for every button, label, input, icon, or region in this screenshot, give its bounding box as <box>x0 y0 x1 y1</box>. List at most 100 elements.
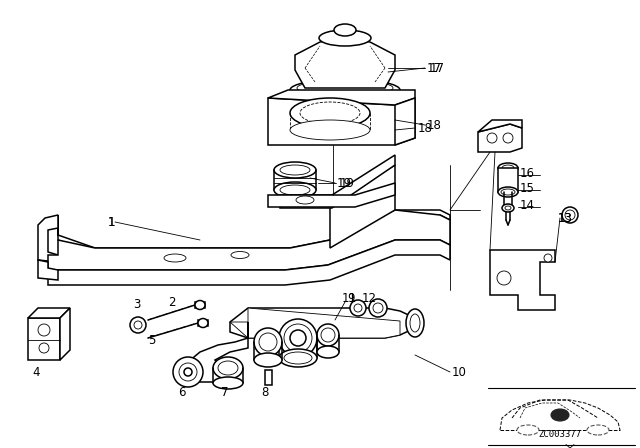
Ellipse shape <box>254 328 282 356</box>
Ellipse shape <box>213 377 243 389</box>
Ellipse shape <box>254 353 282 367</box>
Ellipse shape <box>565 210 575 220</box>
Text: 19: 19 <box>337 177 352 190</box>
Polygon shape <box>478 124 522 152</box>
Text: 17: 17 <box>427 61 442 74</box>
Text: 18: 18 <box>427 119 442 132</box>
Polygon shape <box>48 210 450 270</box>
Ellipse shape <box>317 346 339 358</box>
Ellipse shape <box>406 309 424 337</box>
Text: 6: 6 <box>179 385 186 399</box>
Ellipse shape <box>284 324 312 352</box>
Ellipse shape <box>502 165 514 171</box>
Text: 7: 7 <box>221 385 228 399</box>
Text: 3: 3 <box>133 298 140 311</box>
Ellipse shape <box>562 207 578 223</box>
Ellipse shape <box>498 163 518 173</box>
Polygon shape <box>230 308 400 338</box>
Polygon shape <box>395 98 415 145</box>
Ellipse shape <box>290 98 370 128</box>
Text: 19: 19 <box>340 177 355 190</box>
Text: 13: 13 <box>558 211 573 224</box>
Polygon shape <box>28 308 70 318</box>
Ellipse shape <box>213 357 243 379</box>
Ellipse shape <box>587 425 609 435</box>
Polygon shape <box>268 90 415 105</box>
Ellipse shape <box>130 317 146 333</box>
Ellipse shape <box>317 324 339 346</box>
Ellipse shape <box>373 303 383 313</box>
Ellipse shape <box>498 187 518 197</box>
Ellipse shape <box>501 189 515 195</box>
Polygon shape <box>198 320 208 326</box>
Polygon shape <box>60 308 70 360</box>
Ellipse shape <box>38 324 50 336</box>
Text: 14: 14 <box>520 198 535 211</box>
Ellipse shape <box>198 319 208 327</box>
Text: 9: 9 <box>347 292 355 305</box>
Ellipse shape <box>410 314 420 332</box>
Polygon shape <box>478 120 522 132</box>
Ellipse shape <box>297 80 393 96</box>
Ellipse shape <box>350 300 366 316</box>
Text: 18: 18 <box>418 121 433 134</box>
Ellipse shape <box>290 79 400 101</box>
Polygon shape <box>330 165 395 248</box>
Ellipse shape <box>279 319 317 357</box>
Ellipse shape <box>321 328 335 342</box>
Text: 17: 17 <box>430 61 445 74</box>
Ellipse shape <box>296 196 314 204</box>
Polygon shape <box>48 240 450 285</box>
Ellipse shape <box>218 361 238 375</box>
Ellipse shape <box>290 330 306 346</box>
Ellipse shape <box>173 357 203 387</box>
Text: ZC003377: ZC003377 <box>538 430 582 439</box>
Ellipse shape <box>274 162 316 178</box>
Ellipse shape <box>184 368 192 376</box>
Text: 12: 12 <box>362 292 377 305</box>
Ellipse shape <box>274 182 316 198</box>
Ellipse shape <box>259 333 277 351</box>
Ellipse shape <box>300 102 360 124</box>
Polygon shape <box>265 370 272 385</box>
Ellipse shape <box>517 425 539 435</box>
Polygon shape <box>498 168 518 192</box>
Ellipse shape <box>280 185 310 195</box>
Ellipse shape <box>369 299 387 317</box>
Polygon shape <box>28 318 60 360</box>
Ellipse shape <box>551 409 569 421</box>
Polygon shape <box>490 250 555 310</box>
Text: 11: 11 <box>342 292 357 305</box>
Polygon shape <box>295 38 395 88</box>
Ellipse shape <box>544 254 552 262</box>
Ellipse shape <box>497 271 511 285</box>
Text: 16: 16 <box>520 167 535 180</box>
Ellipse shape <box>505 206 511 210</box>
Ellipse shape <box>280 165 310 175</box>
Text: 4: 4 <box>32 366 40 379</box>
Ellipse shape <box>487 133 497 143</box>
Ellipse shape <box>503 133 513 143</box>
Ellipse shape <box>134 321 142 329</box>
Text: 1: 1 <box>108 215 115 228</box>
Text: 15: 15 <box>520 181 535 194</box>
Ellipse shape <box>231 251 249 258</box>
Polygon shape <box>230 308 415 338</box>
Ellipse shape <box>279 349 317 367</box>
Ellipse shape <box>39 343 49 353</box>
Polygon shape <box>280 155 395 208</box>
Ellipse shape <box>334 24 356 36</box>
Text: 10: 10 <box>452 366 467 379</box>
Ellipse shape <box>179 363 197 381</box>
Text: 8: 8 <box>261 387 269 400</box>
Text: 2: 2 <box>168 297 175 310</box>
Polygon shape <box>38 215 58 265</box>
Ellipse shape <box>164 254 186 262</box>
Polygon shape <box>268 98 415 145</box>
Polygon shape <box>58 210 450 253</box>
Polygon shape <box>185 322 248 382</box>
Ellipse shape <box>290 120 370 140</box>
Text: 13: 13 <box>558 211 573 224</box>
Ellipse shape <box>284 352 312 364</box>
Ellipse shape <box>502 204 514 212</box>
